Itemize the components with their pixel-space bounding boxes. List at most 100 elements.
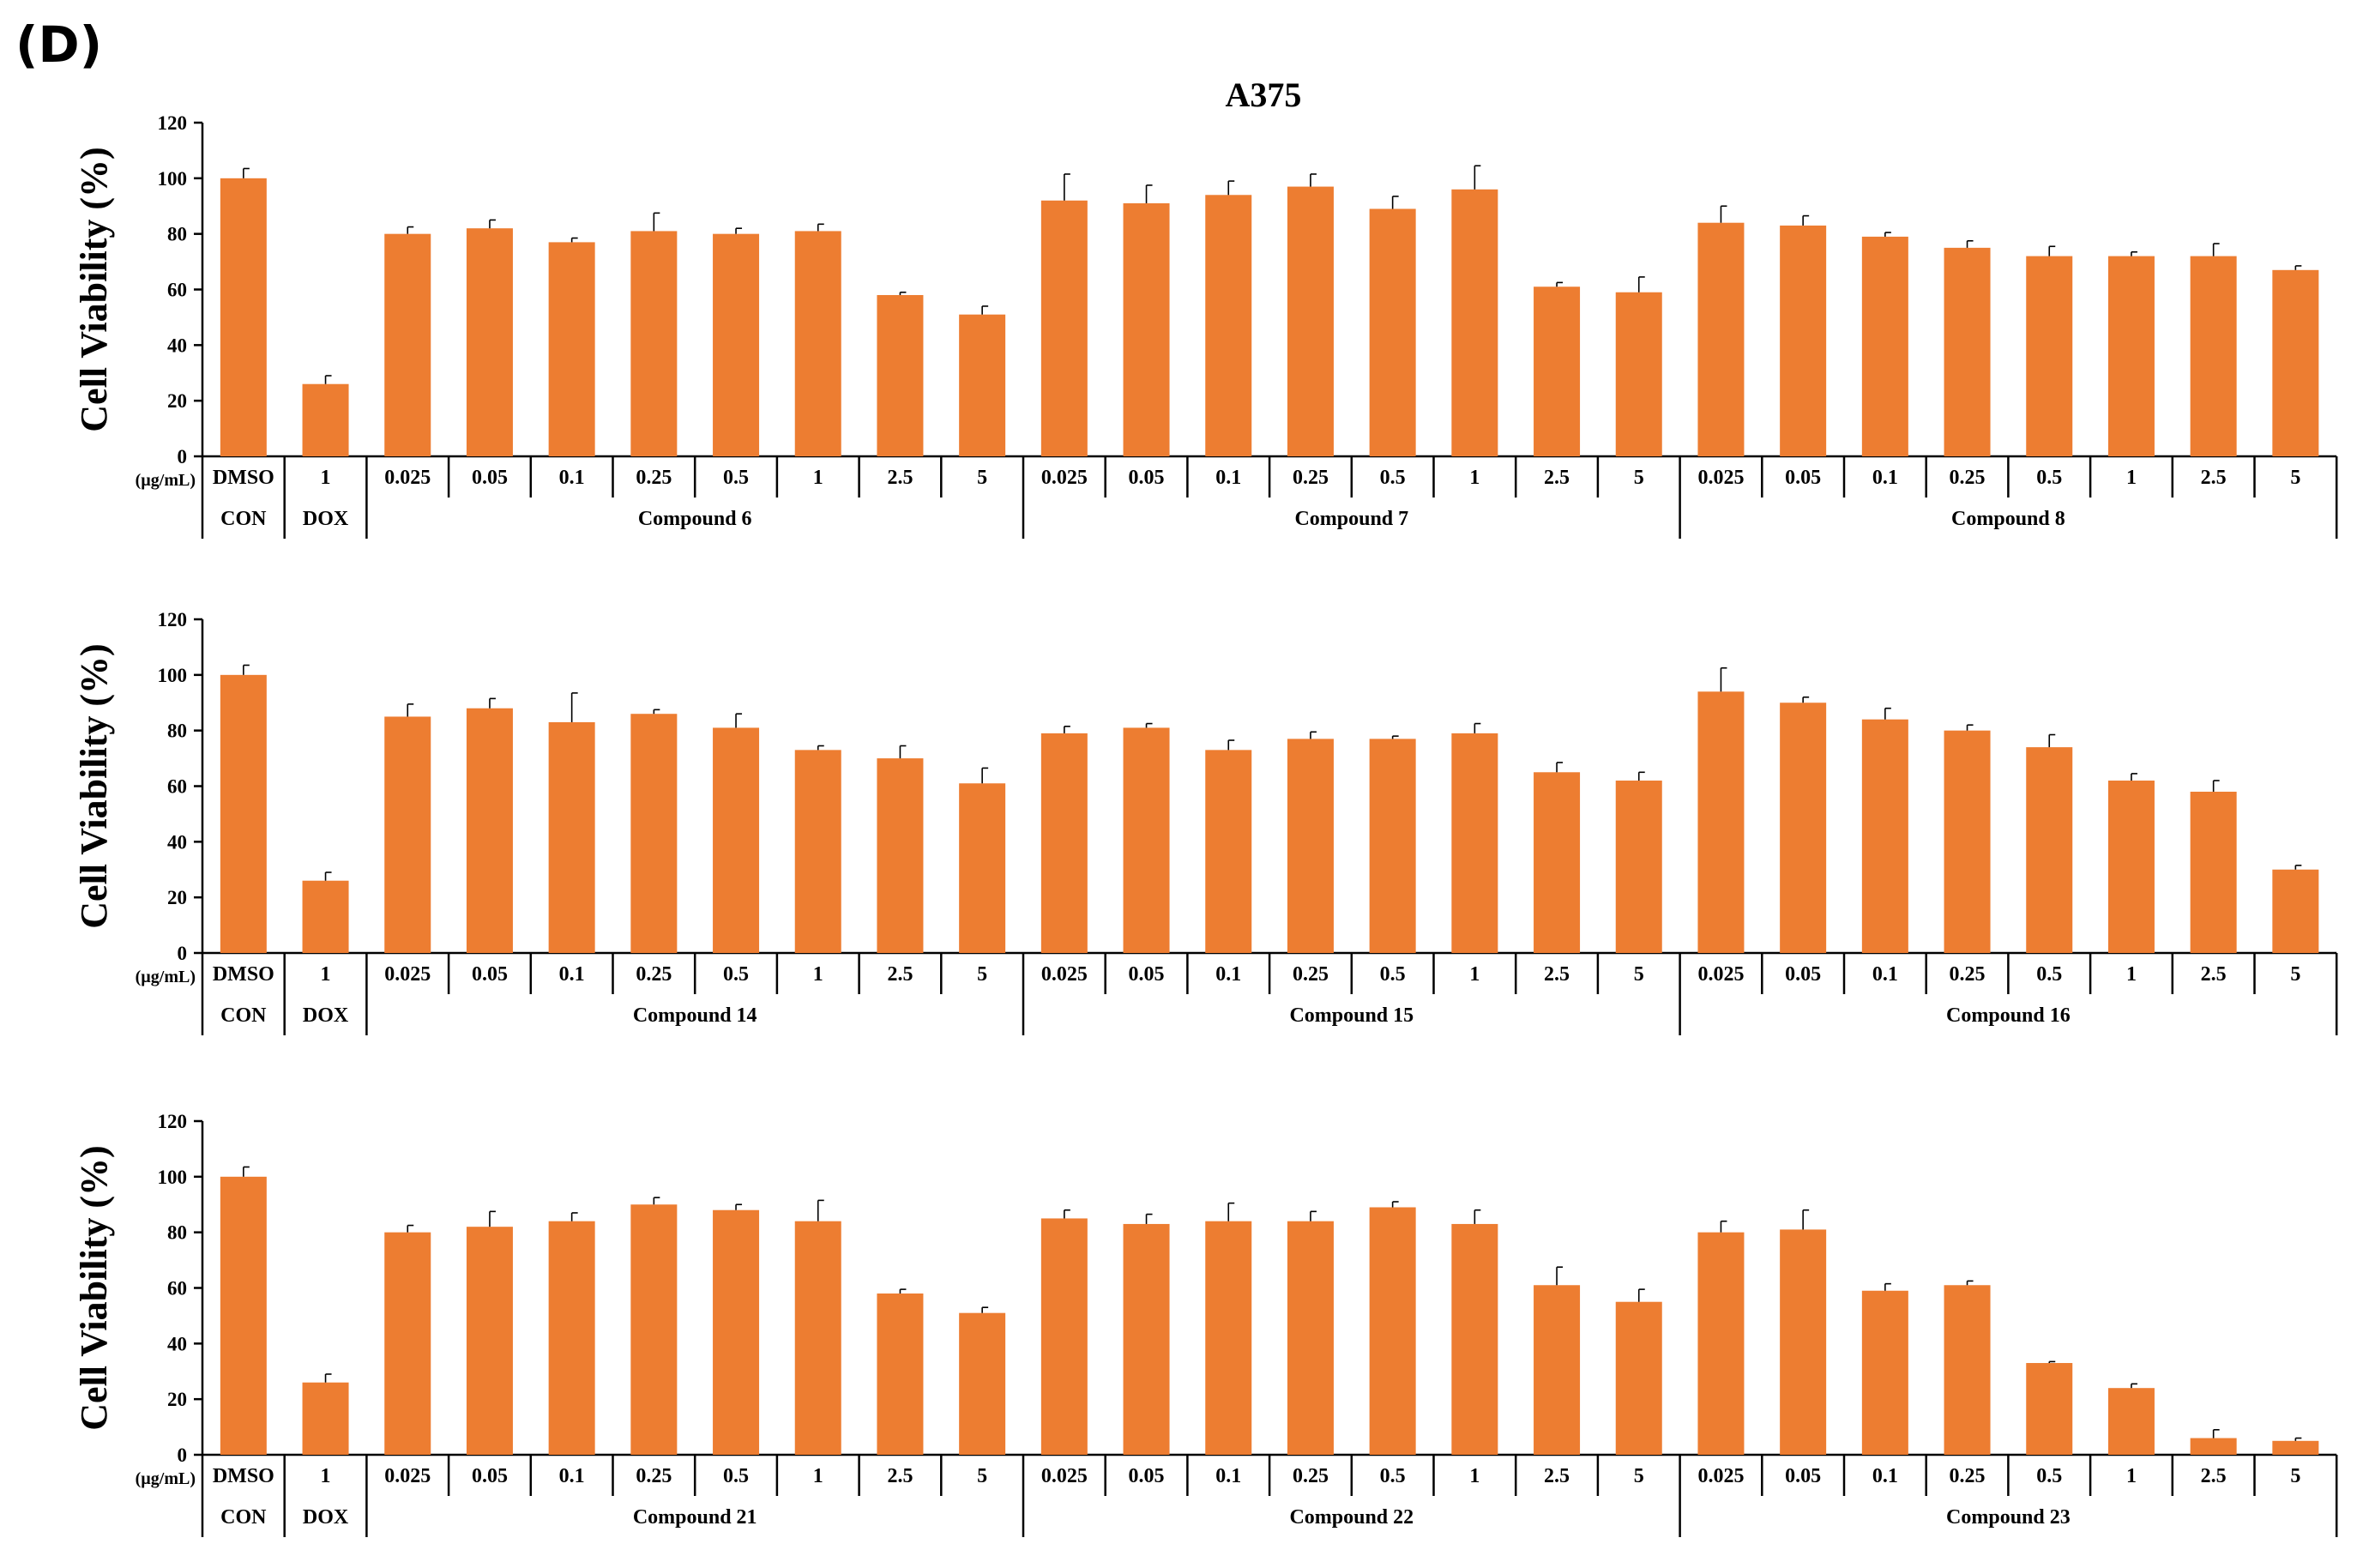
group-label: CON (220, 1004, 267, 1027)
bar (1205, 195, 1252, 457)
bar (548, 721, 595, 953)
category-label: 0.05 (472, 1465, 508, 1487)
bar (384, 1232, 431, 1455)
category-label: 0.025 (1041, 467, 1088, 489)
category-label: 1 (2126, 1465, 2137, 1487)
bar (220, 178, 267, 457)
category-label: 0.1 (1872, 1465, 1898, 1487)
bar (1534, 1285, 1581, 1455)
y-tick-label: 60 (167, 776, 187, 798)
group-label: Compound 6 (638, 508, 752, 530)
bar (1780, 225, 1827, 456)
bar (302, 383, 349, 456)
bar (1040, 200, 1088, 456)
category-label: 1 (2126, 467, 2137, 489)
bar (1697, 691, 1745, 953)
bar (2107, 781, 2155, 953)
bar (548, 1221, 595, 1455)
category-label: 0.05 (472, 963, 508, 986)
category-label: 5 (2290, 1465, 2300, 1487)
category-label: 0.05 (1785, 963, 1821, 986)
bar (466, 1227, 513, 1455)
bar (2026, 747, 2073, 953)
group-label: Compound 22 (1289, 1506, 1414, 1529)
category-label: 0.05 (1129, 963, 1165, 986)
bar (1451, 1223, 1498, 1455)
bar (1123, 727, 1170, 953)
category-label: 2.5 (1544, 467, 1570, 489)
chart-title: A375 (1226, 75, 1302, 114)
bar (1697, 1232, 1745, 1455)
category-label: 2.5 (2201, 963, 2227, 986)
y-tick-label: 100 (158, 1167, 188, 1188)
unit-label: (µg/mL) (136, 968, 196, 986)
group-label: DOX (303, 1506, 349, 1529)
bar (1615, 1301, 1662, 1455)
category-label: 0.1 (1215, 1465, 1241, 1487)
category-label: 0.25 (1950, 963, 1986, 986)
category-label: 0.5 (2036, 467, 2062, 489)
bar (1287, 186, 1334, 456)
y-tick-label: 60 (167, 1278, 187, 1300)
category-label: 1 (813, 963, 823, 986)
category-label: 0.5 (2036, 963, 2062, 986)
y-tick-label: 120 (158, 112, 188, 134)
group-label: Compound 21 (633, 1506, 757, 1529)
y-tick-label: 80 (167, 224, 187, 245)
category-label: 5 (2290, 467, 2300, 489)
category-label: 2.5 (2201, 467, 2227, 489)
category-label: 5 (1634, 1465, 1644, 1487)
bar (1861, 236, 1908, 456)
bar (466, 228, 513, 456)
category-label: 0.25 (1293, 1465, 1329, 1487)
category-label: 1 (2126, 963, 2137, 986)
bar (1205, 1221, 1252, 1455)
category-label: 0.25 (636, 963, 672, 986)
bar (1534, 286, 1581, 456)
y-tick-label: 20 (167, 1389, 187, 1410)
y-tick-label: 100 (158, 168, 188, 190)
y-tick-label: 40 (167, 1333, 187, 1354)
bar (2107, 256, 2155, 456)
category-label: 0.1 (1215, 963, 1241, 986)
category-label: 1 (1469, 467, 1480, 489)
bar (1451, 189, 1498, 457)
category-label: 1 (321, 1465, 331, 1487)
category-label: 0.5 (1380, 963, 1406, 986)
bar (794, 750, 841, 953)
bar (2107, 1388, 2155, 1455)
category-label: 0.05 (1129, 1465, 1165, 1487)
bar (959, 1312, 1006, 1455)
unit-label: (µg/mL) (136, 471, 196, 490)
bar (1123, 1223, 1170, 1455)
bar (1615, 781, 1662, 953)
bar (877, 294, 924, 456)
category-label: 0.25 (636, 1465, 672, 1487)
category-label: 2.5 (887, 1465, 913, 1487)
bar (1369, 739, 1416, 953)
category-label: DMSO (213, 467, 274, 489)
bar (2190, 791, 2237, 953)
category-label: 2.5 (2201, 1465, 2227, 1487)
group-label: Compound 7 (1294, 508, 1408, 530)
bar (2190, 1438, 2237, 1455)
category-label: 5 (977, 1465, 987, 1487)
category-label: 0.5 (2036, 1465, 2062, 1487)
bar (1697, 222, 1745, 456)
unit-label: (µg/mL) (136, 1469, 196, 1488)
chart-panel-2: Cell Viability (%) 0 20 40 60 80 100 120 DMSO 1 0.… (73, 609, 2338, 1035)
category-label: 1 (321, 467, 331, 489)
category-label: 0.025 (384, 963, 431, 986)
category-label: 2.5 (887, 467, 913, 489)
bar (1369, 208, 1416, 456)
bar (1287, 739, 1334, 953)
category-label: 0.1 (559, 467, 585, 489)
category-label: DMSO (213, 1465, 274, 1487)
category-label: 0.025 (1697, 1465, 1744, 1487)
bar (1451, 733, 1498, 953)
group-label: DOX (303, 1004, 349, 1027)
bar (630, 1204, 678, 1455)
category-label: 0.025 (1041, 1465, 1088, 1487)
group-label: CON (220, 1506, 267, 1529)
